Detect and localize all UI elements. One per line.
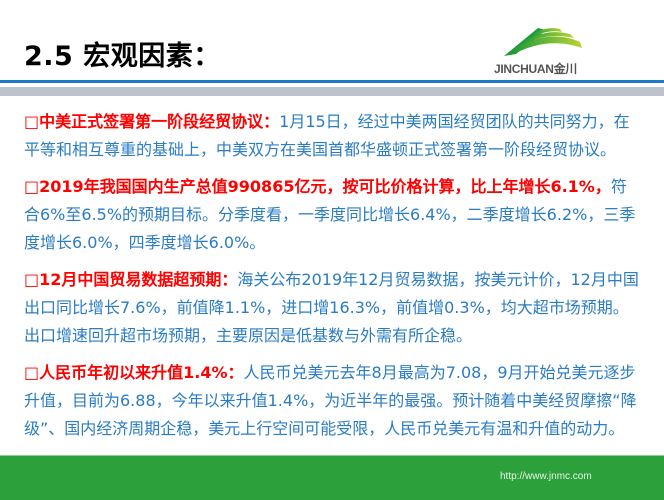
footer-bar: http://www.jnmc.com <box>0 455 664 500</box>
bullet: □ <box>24 270 40 289</box>
paragraph-trade-data: □12月中国贸易数据超预期：海关公布2019年12月贸易数据，按美元计价，12月… <box>24 266 642 350</box>
paragraph-trade-agreement: □中美正式签署第一阶段经贸协议：1月15日，经过中美两国经贸团队的共同努力，在平… <box>24 108 642 164</box>
header-divider-blue <box>0 80 664 83</box>
slide-content: □中美正式签署第一阶段经贸协议：1月15日，经过中美两国经贸团队的共同努力，在平… <box>24 108 642 452</box>
footer-url: http://www.jnmc.com <box>500 471 592 482</box>
paragraph-lead: 中美正式签署第一阶段经贸协议： <box>39 112 280 131</box>
paragraph-body: 海关公布2019年12月贸易数据，按美元计价，12月中国出口同比增长7.6%，前… <box>24 270 639 345</box>
page-title: 2.5 宏观因素： <box>24 41 221 72</box>
paragraph-lead: 12月中国贸易数据超预期： <box>39 270 238 289</box>
paragraph-rmb: □人民币年初以来升值1.4%：人民币兑美元去年8月最高为7.08，9月开始兑美元… <box>24 359 642 443</box>
header-divider-gray <box>0 87 664 96</box>
paragraph-body: 人民币兑美元去年8月最高为7.08，9月开始兑美元逐步升值，目前为6.88，今年… <box>24 363 637 438</box>
bullet: □ <box>24 177 40 196</box>
paragraph-body: 1月15日，经过中美两国经贸团队的共同努力，在平等和相互尊重的基础上，中美双方在… <box>24 112 630 159</box>
paragraph-lead: 2019年我国国内生产总值990865亿元，按可比价格计算，比上年增长6.1%， <box>39 177 611 196</box>
logo-text: JINCHUAN金川 <box>494 62 578 76</box>
paragraph-gdp: □2019年我国国内生产总值990865亿元，按可比价格计算，比上年增长6.1%… <box>24 173 642 257</box>
jinchuan-logo: JINCHUAN金川 <box>494 12 594 76</box>
paragraph-body: 符合6%至6.5%的预期目标。分季度看，一季度同比增长6.4%，二季度增长6.2… <box>24 177 636 252</box>
logo-mountain-icon <box>504 28 582 56</box>
paragraph-lead: 人民币年初以来升值1.4%： <box>39 363 244 382</box>
bullet: □ <box>24 363 40 382</box>
bullet: □ <box>24 112 40 131</box>
